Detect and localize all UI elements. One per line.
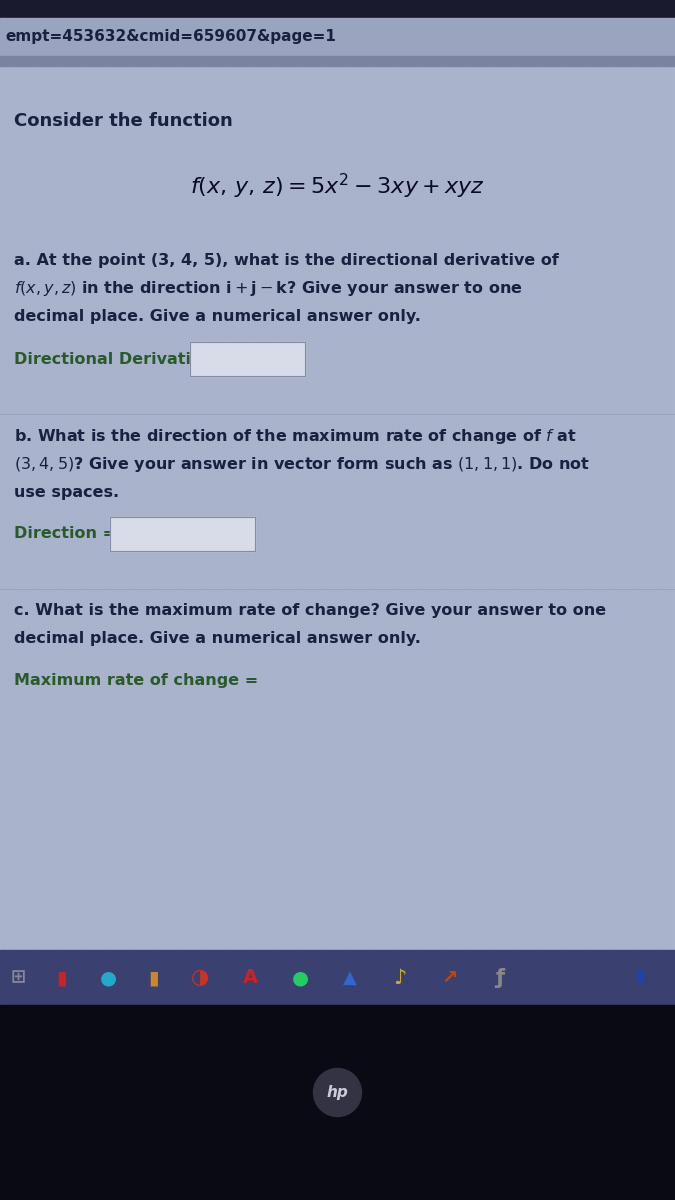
Text: b. What is the direction of the maximum rate of change of $f$ at: b. What is the direction of the maximum …: [14, 426, 577, 445]
Bar: [0, 1006, 675, 1200]
Text: c. What is the maximum rate of change? Give your answer to one: c. What is the maximum rate of change? G…: [14, 604, 606, 618]
Bar: [0, 950, 675, 1006]
Text: ▮: ▮: [635, 968, 645, 986]
Text: decimal place. Give a numerical answer only.: decimal place. Give a numerical answer o…: [14, 310, 421, 324]
Bar: [0, 56, 675, 66]
Text: $f(x,\, y,\, z) = 5x^2 - 3xy + xyz$: $f(x,\, y,\, z) = 5x^2 - 3xy + xyz$: [190, 172, 485, 200]
Bar: [190, 342, 305, 376]
Text: a. At the point (3, 4, 5), what is the directional derivative of: a. At the point (3, 4, 5), what is the d…: [14, 253, 559, 269]
Text: Consider the function: Consider the function: [14, 112, 233, 130]
Bar: [0, 0, 675, 18]
Text: $(3, 4, 5)$? Give your answer in vector form such as $(1, 1, 1)$. Do not: $(3, 4, 5)$? Give your answer in vector …: [14, 455, 590, 474]
Text: hp: hp: [327, 1085, 348, 1100]
Text: Maximum rate of change =: Maximum rate of change =: [14, 673, 259, 689]
Bar: [0, 18, 675, 56]
Circle shape: [313, 1068, 362, 1116]
Text: A: A: [242, 968, 258, 986]
Bar: [110, 517, 255, 551]
Text: $f(x,y,z)$ in the direction $\mathbf{i}+\mathbf{j}-\mathbf{k}$? Give your answer: $f(x,y,z)$ in the direction $\mathbf{i}+…: [14, 280, 522, 299]
Text: use spaces.: use spaces.: [14, 485, 119, 499]
Bar: [110, 517, 255, 551]
Text: ▮: ▮: [148, 968, 159, 986]
Text: ♪: ♪: [394, 967, 406, 988]
Text: ▮: ▮: [57, 968, 68, 986]
Text: ●: ●: [99, 968, 117, 986]
Text: ▲: ▲: [343, 968, 357, 986]
Text: empt=453632&cmid=659607&page=1: empt=453632&cmid=659607&page=1: [5, 30, 336, 44]
Text: ◑: ◑: [191, 967, 209, 988]
Text: Direction =: Direction =: [14, 527, 116, 541]
Text: decimal place. Give a numerical answer only.: decimal place. Give a numerical answer o…: [14, 631, 421, 647]
Text: ↗: ↗: [442, 968, 458, 986]
Text: Directional Derivative =: Directional Derivative =: [14, 352, 232, 366]
Text: ƒ: ƒ: [495, 967, 504, 988]
Bar: [190, 342, 305, 376]
Text: ⊞: ⊞: [10, 968, 26, 986]
Text: ●: ●: [292, 968, 308, 986]
